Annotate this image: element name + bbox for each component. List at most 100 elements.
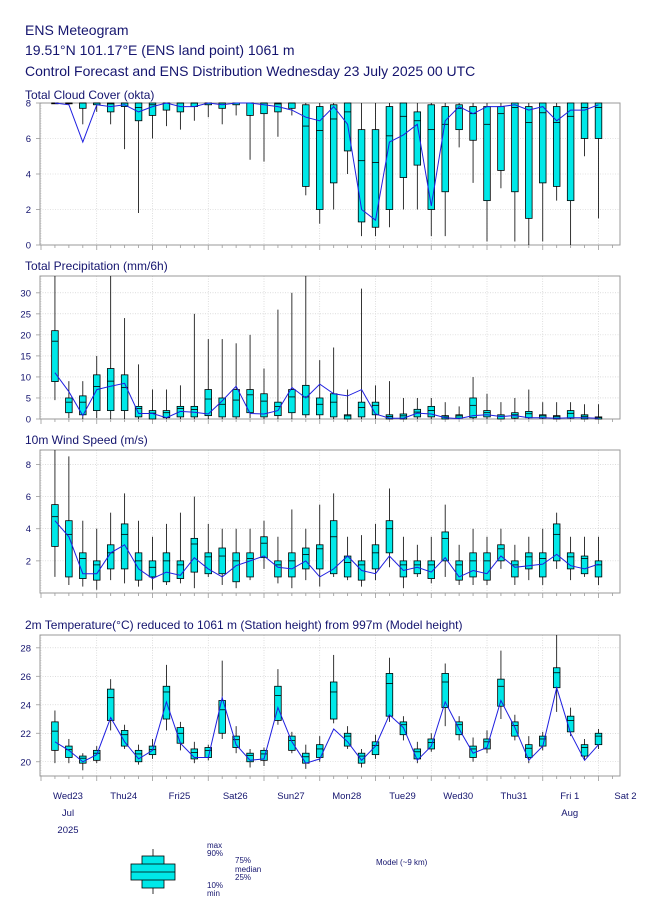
box-body (539, 102, 547, 184)
box-body (580, 102, 589, 139)
box-body (399, 560, 408, 578)
box-body (232, 552, 240, 583)
box-body (539, 552, 547, 578)
day-label: Thu24 (110, 791, 137, 802)
box-body (385, 520, 394, 554)
box-body (343, 555, 352, 578)
day-label: Sat 2 (614, 791, 636, 802)
day-label: Wed30 (443, 791, 473, 802)
box-body (552, 106, 561, 187)
box-body (566, 715, 575, 733)
day-label: Wed23 (53, 791, 83, 802)
box-body (427, 560, 435, 579)
box-body (93, 749, 101, 761)
box-body (525, 744, 533, 758)
box-body (190, 405, 199, 418)
box-body (260, 536, 268, 559)
box-body (316, 744, 324, 758)
panel-frame (39, 102, 621, 246)
box-body (511, 102, 519, 193)
box-body (79, 552, 87, 579)
box-body (413, 748, 422, 760)
year-label: 2025 (57, 825, 78, 836)
box-body (469, 397, 477, 419)
y-tick-label: 6 (26, 492, 31, 503)
box-body (218, 700, 226, 734)
legend-label: 10% (207, 881, 223, 890)
y-tick-label: 8 (26, 460, 31, 471)
box-body (427, 104, 435, 210)
box-body (204, 552, 212, 575)
y-tick-label: 8 (26, 99, 31, 110)
panel-3: 2m Temperature(°C) reduced to 1061 m (St… (20, 618, 621, 781)
box-body (316, 544, 324, 570)
model-line (54, 685, 599, 764)
box-body (343, 414, 352, 420)
y-tick-label: 22 (20, 729, 31, 740)
panel-1: Total Precipitation (mm/6h) 0 5 10 15 20 25 30 (20, 259, 621, 426)
panel-title: Total Cloud Cover (okta) (25, 88, 154, 102)
day-label: Fri25 (169, 791, 191, 802)
y-tick-label: 24 (20, 700, 31, 711)
box-body (441, 673, 449, 709)
legend-label: 75% (235, 856, 251, 865)
box-body (511, 721, 519, 737)
box-body (246, 752, 254, 763)
box-body (218, 397, 226, 418)
box-body (218, 102, 226, 109)
box-body (302, 104, 310, 187)
box-body (288, 389, 296, 414)
y-tick-label: 25 (20, 309, 31, 320)
legend-label: 90% (207, 849, 223, 858)
box-body (427, 738, 435, 750)
y-tick-label: 15 (20, 351, 31, 362)
y-tick-label: 4 (26, 524, 31, 535)
box-body (302, 547, 310, 570)
month-label: Aug (561, 808, 578, 819)
panel-title: 10m Wind Speed (m/s) (25, 433, 148, 447)
y-tick-label: 5 (26, 393, 31, 404)
box-body (455, 104, 463, 131)
y-tick-label: 4 (26, 170, 31, 181)
legend-label: median (235, 865, 261, 874)
box-body (580, 555, 589, 575)
box-body (580, 414, 589, 420)
box-body (329, 681, 338, 720)
box-body (525, 106, 533, 219)
box-body (190, 537, 199, 573)
box-body (51, 330, 59, 382)
box-body (385, 106, 394, 210)
box-body (65, 745, 73, 758)
box-body (594, 560, 603, 578)
box-body (260, 393, 268, 418)
box-body (441, 106, 449, 193)
box-body (106, 368, 115, 411)
box-body (176, 560, 185, 579)
box-body (483, 552, 491, 581)
day-label: Fri 1 (560, 791, 579, 802)
box-body (65, 520, 73, 578)
box-body (469, 106, 477, 141)
box-body (288, 735, 296, 751)
box-body (176, 102, 185, 113)
box-body (274, 560, 282, 578)
box-body (385, 673, 394, 717)
box-body (511, 560, 519, 578)
box-body (427, 405, 435, 418)
box-body (148, 410, 157, 420)
day-label: Sun27 (277, 791, 304, 802)
box-body (246, 552, 254, 578)
box-body (497, 106, 505, 171)
box-body (316, 397, 324, 416)
box-body (455, 560, 463, 581)
box-body (497, 544, 505, 562)
box-body (148, 560, 157, 578)
y-tick-label: 20 (20, 757, 31, 768)
box-body (65, 397, 73, 414)
box-body (497, 678, 505, 707)
box-body (566, 102, 575, 202)
y-tick-label: 2 (26, 556, 31, 567)
box-body (302, 752, 310, 764)
